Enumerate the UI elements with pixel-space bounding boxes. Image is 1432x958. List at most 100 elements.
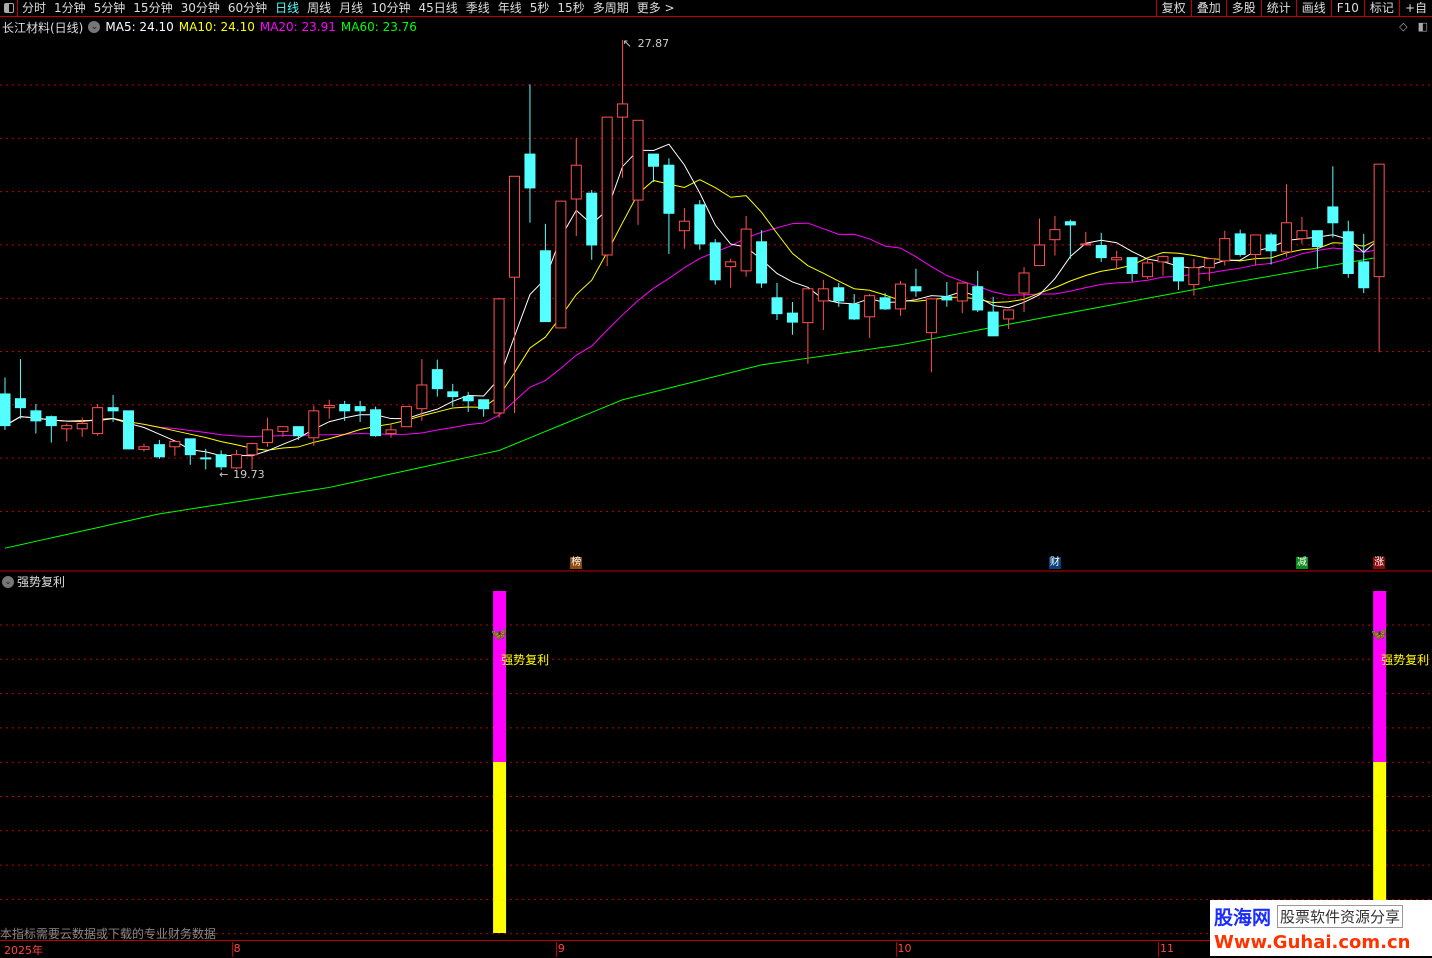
toolbar-button-7[interactable]: +自 <box>1398 0 1432 17</box>
ma5-value: MA5: 24.10 <box>105 20 174 34</box>
candle-up <box>246 443 258 456</box>
period-tab-3[interactable]: 15分钟 <box>133 0 173 15</box>
period-tab-11[interactable]: 季线 <box>465 0 490 15</box>
arrow-icon: ← <box>219 468 228 481</box>
candle-up <box>802 288 814 324</box>
ma5-line <box>4 143 1380 457</box>
candle-up <box>493 298 505 414</box>
candle-down <box>833 287 845 302</box>
candle-up <box>925 298 937 334</box>
candle-up <box>385 429 397 435</box>
candle-down <box>1311 230 1323 248</box>
period-tab-10[interactable]: 45日线 <box>418 0 458 15</box>
candle-down <box>663 164 675 214</box>
candle-down <box>153 444 165 458</box>
candle-down <box>848 303 860 320</box>
candle-up <box>509 175 521 278</box>
indicator-header: ⌄ 强势复利 <box>2 573 65 590</box>
chevron-down-icon[interactable]: ⌄ <box>2 575 14 588</box>
candle-down <box>14 398 26 409</box>
toolbar-button-3[interactable]: 统计 <box>1260 0 1296 17</box>
candle-down <box>1064 221 1076 226</box>
period-tab-0[interactable]: 分时 <box>22 0 47 15</box>
candle-up <box>169 440 181 448</box>
butterfly-icon: 🦋 <box>491 627 507 642</box>
candle-down <box>539 250 551 323</box>
candle-up <box>61 425 73 430</box>
candle-up <box>895 283 907 310</box>
butterfly-icon: 🦋 <box>1371 627 1387 642</box>
candle-up <box>1142 262 1154 278</box>
date-label: 11 <box>1158 942 1174 957</box>
candle-up <box>617 103 629 118</box>
toolbar-button-1[interactable]: 叠加 <box>1190 0 1226 17</box>
candle-down <box>30 410 42 422</box>
candle-down <box>1265 234 1277 252</box>
period-tab-13[interactable]: 5秒 <box>529 0 550 15</box>
period-tab-9[interactable]: 10分钟 <box>371 0 411 15</box>
candle-down <box>756 241 768 284</box>
period-tab-2[interactable]: 5分钟 <box>93 0 126 15</box>
toolbar-right: 复权 叠加 多股 统计 画线 F10 标记 +自 <box>1155 0 1432 17</box>
candle-up <box>92 407 104 435</box>
toolbar-button-6[interactable]: 标记 <box>1363 0 1399 17</box>
period-toolbar: 分时 1分钟 5分钟 15分钟 30分钟 60分钟 日线 周线 月线 10分钟 45日线 季线 年线 5秒… <box>0 0 1432 17</box>
toolbar-button-0[interactable]: 复权 <box>1155 0 1191 17</box>
toolbar-button-5[interactable]: F10 <box>1330 0 1364 17</box>
candle-up <box>1003 309 1015 320</box>
signal-marker[interactable]: 涨 <box>1373 557 1386 569</box>
candle-down <box>1358 261 1370 289</box>
candle-down <box>431 369 443 390</box>
date-axis: 2025年 8 9 10 11 <box>0 940 1432 957</box>
candle-up <box>231 454 243 469</box>
signal-marker[interactable]: 榜 <box>570 557 583 569</box>
indicator-note: 本指标需要云数据或下载的专业财务数据 <box>0 927 217 941</box>
candle-down <box>45 416 57 427</box>
watermark-url: Www.Guhai.com.cn <box>1214 932 1411 953</box>
panel-toggle-icon[interactable] <box>0 0 18 17</box>
period-tab-4[interactable]: 30分钟 <box>180 0 220 15</box>
period-tab-7[interactable]: 周线 <box>307 0 332 15</box>
period-tab-12[interactable]: 年线 <box>497 0 522 15</box>
watermark-logo: 股海网 股票软件资源分享 Www.Guhai.com.cn <box>1210 900 1432 956</box>
indicator-title: 强势复利 <box>17 575 66 589</box>
signal-marker[interactable]: 减 <box>1295 557 1308 569</box>
candle-up <box>1111 257 1123 261</box>
toolbar-button-2[interactable]: 多股 <box>1225 0 1261 17</box>
candle-up <box>601 116 613 256</box>
diamond-icon[interactable]: ◇ <box>1399 20 1408 33</box>
toolbar-button-4[interactable]: 画线 <box>1295 0 1331 17</box>
period-tab-8[interactable]: 月线 <box>339 0 364 15</box>
ma20-value: MA20: 23.91 <box>259 20 336 34</box>
candle-down <box>941 296 953 301</box>
watermark-slogan: 股票软件资源分享 <box>1277 905 1404 928</box>
candle-up <box>76 423 88 430</box>
period-tab-16[interactable]: 更多 > <box>636 0 675 15</box>
candle-down <box>586 192 598 246</box>
candle-down <box>184 438 196 456</box>
period-tab-5[interactable]: 60分钟 <box>227 0 268 15</box>
period-tab-15[interactable]: 多周期 <box>592 0 629 15</box>
candle-up <box>1250 234 1262 255</box>
candle-down <box>292 426 304 437</box>
period-tab-6[interactable]: 日线 <box>275 0 300 15</box>
layout-toggle-icon[interactable]: ◧ <box>1417 20 1428 33</box>
candle-down <box>709 242 721 281</box>
candle-up <box>555 200 567 329</box>
ma-legend: 长江材料(日线) ⌄ MA5: 24.10 MA10: 24.10 MA20: … <box>2 19 422 35</box>
date-label: 10 <box>895 942 912 957</box>
indicator-signal-label: 强势复利 <box>501 653 549 667</box>
period-tab-1[interactable]: 1分钟 <box>54 0 86 15</box>
period-tab-14[interactable]: 15秒 <box>557 0 585 15</box>
candle-up <box>570 164 582 200</box>
candle-down <box>0 393 11 427</box>
candle-down <box>370 409 382 437</box>
chevron-down-icon[interactable]: ⌄ <box>88 21 101 33</box>
candle-up <box>1188 267 1200 286</box>
signal-marker[interactable]: 财 <box>1048 557 1061 569</box>
arrow-icon: ↖ <box>623 37 632 50</box>
candle-up <box>1033 244 1045 267</box>
candle-up <box>956 282 968 302</box>
low-price-label: 19.73 <box>233 468 265 481</box>
